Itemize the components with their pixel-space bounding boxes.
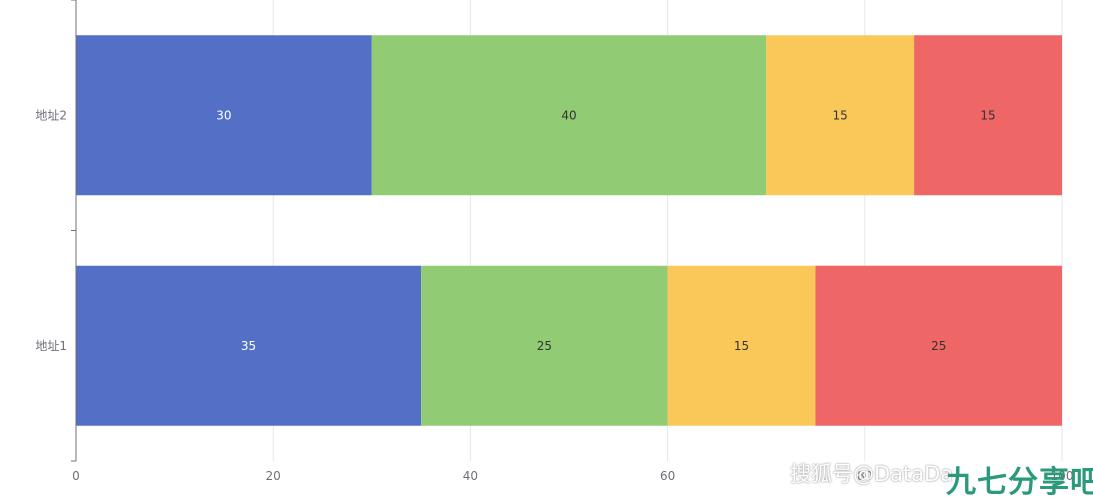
bar-data-label: 40	[561, 108, 576, 122]
x-tick-label: 40	[463, 469, 478, 483]
bar-data-label: 35	[241, 339, 256, 353]
bar-segment	[766, 35, 915, 196]
watermark-text: 搜狐号@DataDa	[790, 462, 954, 486]
watermark-logo: 九七分享吧	[946, 465, 1093, 500]
x-tick-label: 100	[1051, 469, 1074, 483]
bar-data-label: 15	[833, 108, 848, 122]
bar-segment	[76, 265, 422, 426]
bar-segment	[815, 265, 1062, 426]
bar-data-label: 25	[931, 339, 946, 353]
axes: 0 20 40 60 80 100 地址1 地址2	[35, 0, 1073, 483]
bar-data-label: 30	[216, 108, 231, 122]
bar-segment	[667, 265, 816, 426]
x-tick-label: 0	[72, 469, 80, 483]
bar-segment	[421, 265, 668, 426]
bar-segment	[371, 35, 767, 196]
bar-segment	[76, 35, 372, 196]
bars: 35 25 15 25 30 40 15 15	[76, 35, 1062, 426]
y-tick-label: 地址2	[35, 108, 67, 122]
bar-data-label: 15	[980, 108, 995, 122]
y-tick-label: 地址1	[35, 339, 67, 353]
bar-segment	[914, 35, 1062, 196]
bar-data-label: 25	[537, 339, 552, 353]
x-tick-label: 20	[266, 469, 281, 483]
x-tick-label: 60	[660, 469, 675, 483]
bar-data-label: 15	[734, 339, 749, 353]
x-tick-label: 80	[857, 469, 872, 483]
